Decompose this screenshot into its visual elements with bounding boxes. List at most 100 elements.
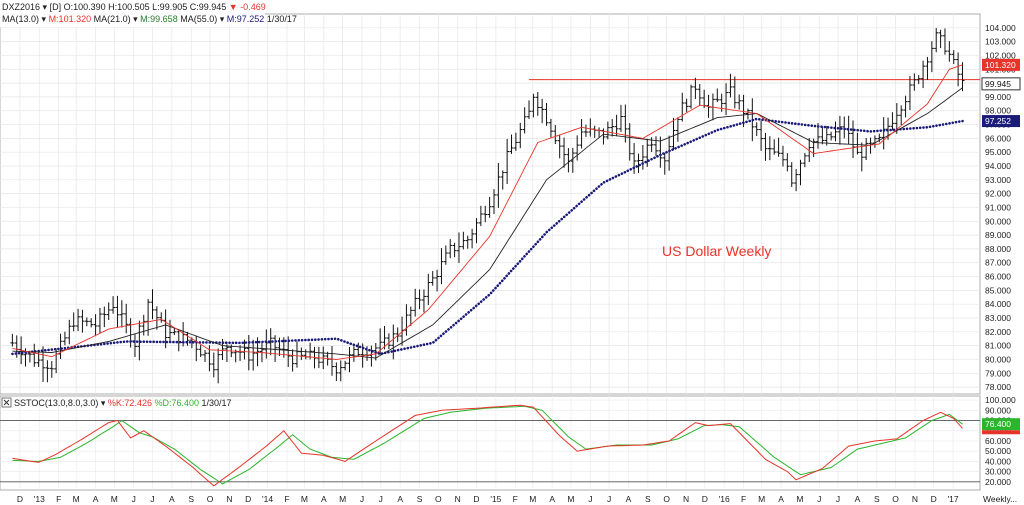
x-tick-label: M bbox=[111, 494, 118, 504]
stochastic-last-value-badges: 76.400 bbox=[982, 418, 1020, 435]
stochastic-tick-label: 60.000 bbox=[985, 436, 1011, 446]
ma21-line bbox=[12, 87, 963, 359]
x-tick-label: '16 bbox=[719, 494, 730, 504]
x-tick-label: F bbox=[284, 494, 289, 504]
k-last-marker bbox=[982, 430, 1020, 435]
x-tick-label: F bbox=[741, 494, 746, 504]
x-tick-label: S bbox=[645, 494, 651, 504]
x-tick-label: J bbox=[150, 494, 154, 504]
stochastic-header: SSTOC(13.0,8.0,3.0) ▾ %K:72.426 %D:76.40… bbox=[1, 397, 232, 408]
x-tick-label: F bbox=[513, 494, 518, 504]
price-tick-label: 78.000 bbox=[985, 382, 1011, 392]
x-tick-label: J bbox=[132, 494, 136, 504]
stochastic-name: SSTOC(13.0,8.0,3.0) bbox=[14, 398, 98, 408]
period-label: [D] bbox=[50, 2, 62, 12]
ma21-value: M:99.658 bbox=[140, 14, 178, 24]
price-tick-label: 94.000 bbox=[985, 161, 1011, 171]
x-tick-label: '17 bbox=[948, 494, 959, 504]
stochastic-tick-label: 20.000 bbox=[985, 477, 1011, 487]
header-date: 1/30/17 bbox=[267, 14, 297, 24]
x-tick-label: J bbox=[817, 494, 821, 504]
price-tick-label: 104.000 bbox=[985, 23, 1016, 33]
stochastic-header-text: SSTOC(13.0,8.0,3.0) ▾ %K:72.426 %D:76.40… bbox=[14, 398, 232, 408]
x-tick-label: N bbox=[455, 494, 461, 504]
x-tick-label: S bbox=[188, 494, 194, 504]
stochastic-tick-label: 50.000 bbox=[985, 446, 1011, 456]
x-tick-label: N bbox=[226, 494, 232, 504]
price-tick-label: 80.000 bbox=[985, 354, 1011, 364]
x-tick-label: J bbox=[379, 494, 383, 504]
x-tick-label: M bbox=[73, 494, 80, 504]
x-tick-label: D bbox=[473, 494, 479, 504]
chevron-down-icon: ▾ bbox=[42, 14, 49, 24]
price-grid bbox=[0, 14, 980, 394]
price-tick-label: 103.000 bbox=[985, 37, 1016, 47]
x-tick-label: M bbox=[529, 494, 536, 504]
k-line bbox=[12, 404, 963, 487]
x-tick-label: J bbox=[360, 494, 364, 504]
k-value: %K:72.426 bbox=[108, 398, 152, 408]
price-tick-label: 85.000 bbox=[985, 285, 1011, 295]
ma55-line bbox=[11, 117, 964, 356]
x-tick-label: F bbox=[56, 494, 61, 504]
x-tick-label: A bbox=[626, 494, 632, 504]
chevron-down-icon: ▾ bbox=[101, 398, 108, 408]
header-line-1: DXZ2016 ▾ [D] O:100.390 H:100.505 L:99.9… bbox=[2, 2, 266, 12]
x-tick-label: S bbox=[874, 494, 880, 504]
stochastic-panel: 20.00030.00040.00050.00060.00070.00080.0… bbox=[0, 395, 1020, 491]
price-tick-label: 96.000 bbox=[985, 133, 1011, 143]
x-tick-label: A bbox=[397, 494, 403, 504]
chevron-down-icon: ▾ bbox=[43, 2, 50, 12]
x-tick-label: A bbox=[321, 494, 327, 504]
close-last-badge-bg bbox=[981, 77, 1021, 91]
x-tick-label: '15 bbox=[490, 494, 501, 504]
ma55-label: MA(55.0) bbox=[180, 14, 217, 24]
price-tick-label: 83.000 bbox=[985, 313, 1011, 323]
ma13-label: MA(13.0) bbox=[2, 14, 39, 24]
price-tick-label: 88.000 bbox=[985, 244, 1011, 254]
ma21-label: MA(21.0) bbox=[94, 14, 131, 24]
stochastic-date: 1/30/17 bbox=[202, 398, 232, 408]
price-tick-label: 95.000 bbox=[985, 147, 1011, 157]
stochastic-tick-label: 40.000 bbox=[985, 456, 1011, 466]
x-tick-label: O bbox=[207, 494, 214, 504]
price-tick-label: 84.000 bbox=[985, 299, 1011, 309]
stochastic-y-axis: 20.00030.00040.00050.00060.00070.00080.0… bbox=[985, 395, 1016, 487]
stochastic-grid bbox=[0, 396, 980, 490]
ma55-last-badge: 97.252 bbox=[985, 116, 1011, 126]
x-tick-label: M bbox=[796, 494, 803, 504]
d-last-badge-bg bbox=[982, 418, 1020, 431]
ma13-last-badge-bg bbox=[982, 58, 1020, 71]
x-axis: D '13 F M A M J J A S O N D '14 F M A M J J A S O N D '15 F M A M J J A S… bbox=[17, 494, 959, 504]
ohlc-values: O:100.390 H:100.505 L:99.905 C:99.945 bbox=[64, 2, 227, 12]
timeframe-label[interactable]: Weekly... bbox=[983, 494, 1017, 504]
x-tick-label: D bbox=[245, 494, 251, 504]
x-tick-label: O bbox=[435, 494, 442, 504]
ma13-value: M:101.320 bbox=[49, 14, 92, 24]
x-tick-label: S bbox=[417, 494, 423, 504]
stochastic-lines bbox=[12, 404, 963, 487]
d-value: %D:76.400 bbox=[154, 398, 199, 408]
ma55-value: M:97.252 bbox=[227, 14, 265, 24]
x-tick-label: O bbox=[892, 494, 899, 504]
x-tick-label: M bbox=[301, 494, 308, 504]
price-tick-label: 92.000 bbox=[985, 189, 1011, 199]
x-tick-label: '14 bbox=[262, 494, 273, 504]
x-tick-label: '13 bbox=[34, 494, 45, 504]
price-tick-label: 102.000 bbox=[985, 50, 1016, 60]
close-icon-glyph bbox=[3, 399, 10, 406]
x-tick-label: M bbox=[339, 494, 346, 504]
price-tick-label: 93.000 bbox=[985, 175, 1011, 185]
chevron-down-icon: ▾ bbox=[220, 14, 227, 24]
price-tick-label: 79.000 bbox=[985, 368, 1011, 378]
stochastic-tick-label: 100.000 bbox=[985, 395, 1016, 405]
ma13-line bbox=[12, 64, 963, 360]
stochastic-tick-label: 30.000 bbox=[985, 467, 1011, 477]
price-tick-label: 87.000 bbox=[985, 258, 1011, 268]
close-last-badge: 99.945 bbox=[985, 79, 1011, 89]
ma13-last-badge: 101.320 bbox=[985, 60, 1016, 70]
down-triangle-icon: ▼ bbox=[229, 2, 240, 12]
ma55-last-badge-bg bbox=[982, 115, 1020, 128]
price-header: DXZ2016 ▾ [D] O:100.390 H:100.505 L:99.9… bbox=[0, 0, 297, 27]
